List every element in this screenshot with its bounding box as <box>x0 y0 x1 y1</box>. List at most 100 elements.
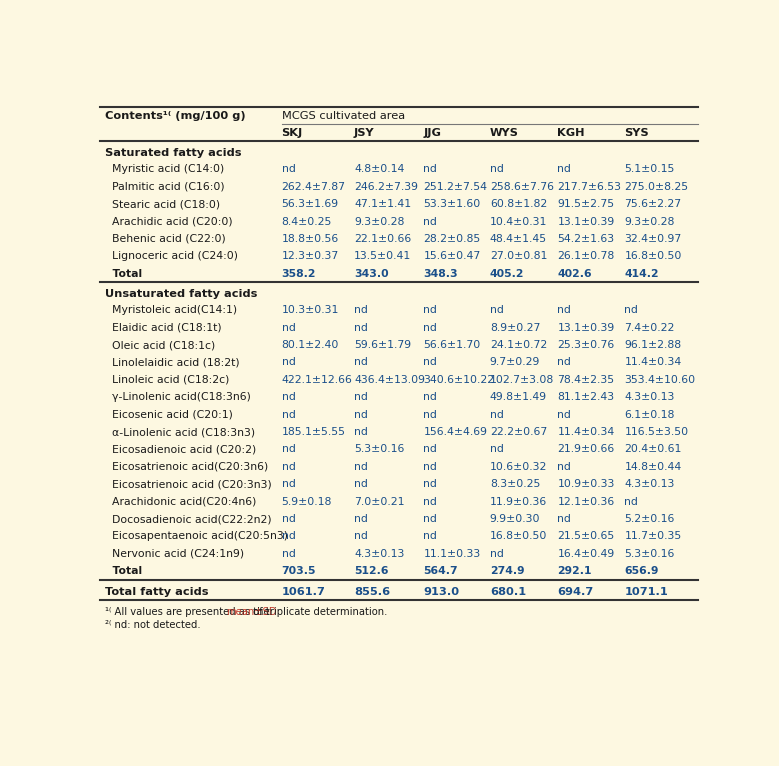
Text: 680.1: 680.1 <box>490 587 526 597</box>
Text: nd: nd <box>558 164 571 175</box>
Text: 28.2±0.85: 28.2±0.85 <box>424 234 481 244</box>
Text: JJG: JJG <box>424 128 441 138</box>
Text: 343.0: 343.0 <box>354 269 389 279</box>
Text: nd: nd <box>281 358 295 368</box>
Text: 4.3±0.13: 4.3±0.13 <box>625 480 675 489</box>
Text: nd: nd <box>424 532 437 542</box>
Text: 11.9±0.36: 11.9±0.36 <box>490 496 547 506</box>
Text: Arachidonic acid(C20:4n6): Arachidonic acid(C20:4n6) <box>104 496 256 506</box>
Text: 405.2: 405.2 <box>490 269 524 279</box>
Text: 10.6±0.32: 10.6±0.32 <box>490 462 547 472</box>
Text: nd: nd <box>424 322 437 332</box>
Text: 12.3±0.37: 12.3±0.37 <box>281 251 339 261</box>
Text: Palmitic acid (C16:0): Palmitic acid (C16:0) <box>104 182 224 192</box>
Text: 13.1±0.39: 13.1±0.39 <box>558 217 615 227</box>
Text: Eicosadienoic acid (C20:2): Eicosadienoic acid (C20:2) <box>104 444 256 454</box>
Text: 11.4±0.34: 11.4±0.34 <box>558 427 615 437</box>
Text: nd: nd <box>281 514 295 524</box>
Text: 1061.7: 1061.7 <box>281 587 326 597</box>
Text: 13.5±0.41: 13.5±0.41 <box>354 251 411 261</box>
Text: 48.4±1.45: 48.4±1.45 <box>490 234 547 244</box>
Text: nd: nd <box>424 392 437 402</box>
Text: 18.8±0.56: 18.8±0.56 <box>281 234 339 244</box>
Text: nd: nd <box>281 392 295 402</box>
Text: 9.3±0.28: 9.3±0.28 <box>354 217 404 227</box>
Text: 8.4±0.25: 8.4±0.25 <box>281 217 332 227</box>
Text: 512.6: 512.6 <box>354 566 389 576</box>
Text: γ-Linolenic acid(C18:3n6): γ-Linolenic acid(C18:3n6) <box>104 392 251 402</box>
Text: α-Linolenic acid (C18:3n3): α-Linolenic acid (C18:3n3) <box>104 427 255 437</box>
Text: 11.1±0.33: 11.1±0.33 <box>424 548 481 559</box>
Text: nd: nd <box>281 164 295 175</box>
Text: nd: nd <box>558 410 571 420</box>
Text: 53.3±1.60: 53.3±1.60 <box>424 199 481 209</box>
Text: 402.6: 402.6 <box>558 269 592 279</box>
Text: 11.4±0.34: 11.4±0.34 <box>625 358 682 368</box>
Text: 5.3±0.16: 5.3±0.16 <box>354 444 404 454</box>
Text: nd: nd <box>558 358 571 368</box>
Text: nd: nd <box>281 532 295 542</box>
Text: nd: nd <box>354 514 368 524</box>
Text: Lignoceric acid (C24:0): Lignoceric acid (C24:0) <box>104 251 238 261</box>
Text: nd: nd <box>281 548 295 559</box>
Text: 5.3±0.16: 5.3±0.16 <box>625 548 675 559</box>
Text: 54.2±1.63: 54.2±1.63 <box>558 234 615 244</box>
Text: 340.6±10.22: 340.6±10.22 <box>424 375 495 385</box>
Text: 703.5: 703.5 <box>281 566 316 576</box>
Text: 81.1±2.43: 81.1±2.43 <box>558 392 615 402</box>
Text: Docosadienoic acid(C22:2n2): Docosadienoic acid(C22:2n2) <box>104 514 271 524</box>
Text: nd: nd <box>281 480 295 489</box>
Text: 22.1±0.66: 22.1±0.66 <box>354 234 411 244</box>
Text: 246.2±7.39: 246.2±7.39 <box>354 182 418 192</box>
Text: nd: nd <box>490 305 504 316</box>
Text: nd: nd <box>424 496 437 506</box>
Text: nd: nd <box>424 514 437 524</box>
Text: 22.2±0.67: 22.2±0.67 <box>490 427 547 437</box>
Text: nd: nd <box>354 410 368 420</box>
Text: 1071.1: 1071.1 <box>625 587 668 597</box>
Text: 102.7±3.08: 102.7±3.08 <box>490 375 554 385</box>
Text: 9.7±0.29: 9.7±0.29 <box>490 358 540 368</box>
Text: 5.9±0.18: 5.9±0.18 <box>281 496 332 506</box>
Text: nd: nd <box>354 358 368 368</box>
Text: MCGS cultivated area: MCGS cultivated area <box>281 111 404 121</box>
Text: 9.9±0.30: 9.9±0.30 <box>490 514 541 524</box>
Text: Eicosatrienoic acid (C20:3n3): Eicosatrienoic acid (C20:3n3) <box>104 480 271 489</box>
Text: Linolelaidic acid (18:2t): Linolelaidic acid (18:2t) <box>104 358 239 368</box>
Text: nd: nd <box>424 462 437 472</box>
Text: 5.1±0.15: 5.1±0.15 <box>625 164 675 175</box>
Text: 10.4±0.31: 10.4±0.31 <box>490 217 547 227</box>
Text: 10.9±0.33: 10.9±0.33 <box>558 480 615 489</box>
Text: 4.3±0.13: 4.3±0.13 <box>625 392 675 402</box>
Text: Myristic acid (C14:0): Myristic acid (C14:0) <box>104 164 224 175</box>
Text: nd: nd <box>558 462 571 472</box>
Text: 8.9±0.27: 8.9±0.27 <box>490 322 540 332</box>
Text: Stearic acid (C18:0): Stearic acid (C18:0) <box>104 199 220 209</box>
Text: nd: nd <box>558 305 571 316</box>
Text: 353.4±10.60: 353.4±10.60 <box>625 375 696 385</box>
Text: nd: nd <box>354 392 368 402</box>
Text: 262.4±7.87: 262.4±7.87 <box>281 182 346 192</box>
Text: nd: nd <box>281 322 295 332</box>
Text: 16.8±0.50: 16.8±0.50 <box>490 532 547 542</box>
Text: 855.6: 855.6 <box>354 587 390 597</box>
Text: Nervonic acid (C24:1n9): Nervonic acid (C24:1n9) <box>104 548 244 559</box>
Text: nd: nd <box>424 217 437 227</box>
Text: Behenic acid (C22:0): Behenic acid (C22:0) <box>104 234 225 244</box>
Text: 24.1±0.72: 24.1±0.72 <box>490 340 547 350</box>
Text: nd: nd <box>490 410 504 420</box>
Text: mean±SD: mean±SD <box>226 607 277 617</box>
Text: nd: nd <box>424 410 437 420</box>
Text: 10.3±0.31: 10.3±0.31 <box>281 305 339 316</box>
Text: Unsaturated fatty acids: Unsaturated fatty acids <box>104 289 257 299</box>
Text: 49.8±1.49: 49.8±1.49 <box>490 392 547 402</box>
Text: nd: nd <box>281 444 295 454</box>
Text: 11.7±0.35: 11.7±0.35 <box>625 532 682 542</box>
Text: nd: nd <box>281 410 295 420</box>
Text: Arachidic acid (C20:0): Arachidic acid (C20:0) <box>104 217 232 227</box>
Text: 59.6±1.79: 59.6±1.79 <box>354 340 411 350</box>
Text: 27.0±0.81: 27.0±0.81 <box>490 251 547 261</box>
Text: 7.0±0.21: 7.0±0.21 <box>354 496 404 506</box>
Text: Saturated fatty acids: Saturated fatty acids <box>104 148 241 158</box>
Text: Total: Total <box>104 566 142 576</box>
